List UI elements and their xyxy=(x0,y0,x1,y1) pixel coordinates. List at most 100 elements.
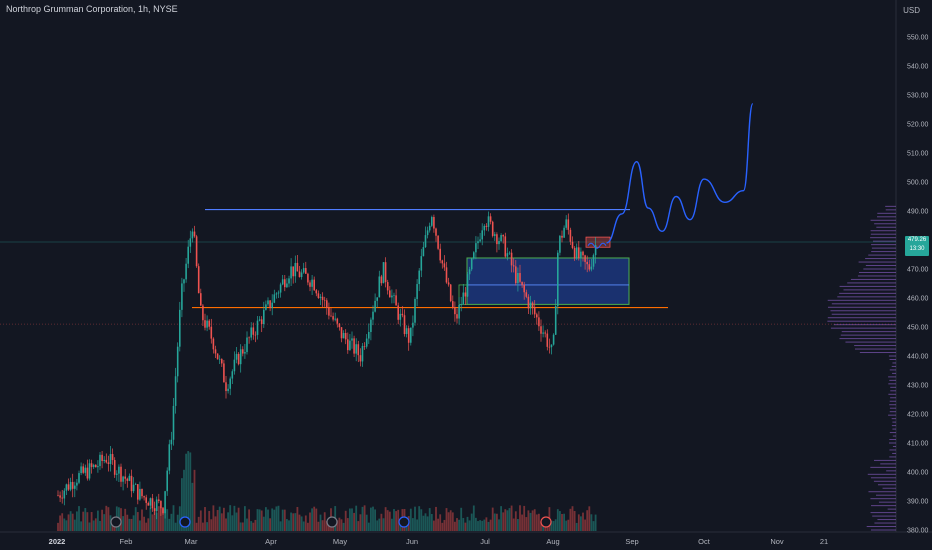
volume-bar xyxy=(155,512,158,531)
candle-body xyxy=(420,256,423,271)
event-marker[interactable] xyxy=(398,516,410,528)
candle-body xyxy=(527,296,530,309)
volume-bar xyxy=(565,520,568,531)
candle-body xyxy=(88,463,91,479)
volume-bar xyxy=(416,519,418,531)
candle-body xyxy=(416,284,418,300)
candle-body xyxy=(164,491,166,514)
profile-bar xyxy=(867,473,896,475)
volume-bar xyxy=(241,522,244,531)
volume-bar xyxy=(265,507,267,531)
profile-bar xyxy=(870,466,896,468)
candle-body xyxy=(454,307,456,315)
volume-bar xyxy=(262,516,265,531)
candle-body xyxy=(565,219,567,228)
volume-bar xyxy=(590,514,593,531)
candle-body xyxy=(374,300,376,312)
time-axis[interactable]: 2022 Feb Mar Apr May Jun Jul Aug Sep Oct Nov 21 xyxy=(49,537,829,546)
candle-body xyxy=(71,481,74,489)
candle-body xyxy=(246,337,248,353)
profile-bar xyxy=(887,508,896,510)
profile-bar xyxy=(889,407,896,409)
candle-body xyxy=(281,279,284,285)
volume-bar xyxy=(191,482,194,531)
profile-bar xyxy=(891,365,896,367)
profile-bar xyxy=(878,501,896,503)
volume-bar xyxy=(378,518,381,531)
profile-bar xyxy=(890,397,896,399)
candle-body xyxy=(536,314,538,318)
candle-body xyxy=(328,307,330,316)
event-marker[interactable] xyxy=(326,516,338,528)
candle-body xyxy=(298,271,301,278)
event-markers[interactable] xyxy=(110,516,552,528)
candle-body xyxy=(365,338,368,347)
profile-bar xyxy=(859,352,896,354)
candle-body xyxy=(221,359,223,364)
volume-bar xyxy=(160,507,162,531)
profile-bar xyxy=(888,376,896,378)
volume-bar xyxy=(521,514,523,531)
candle-body xyxy=(118,466,120,474)
candle-body xyxy=(158,499,160,501)
volume-bar xyxy=(523,505,526,531)
event-marker[interactable] xyxy=(540,516,552,528)
volume-bar xyxy=(338,517,341,531)
volume-bar xyxy=(220,513,223,531)
volume-bar xyxy=(126,514,129,531)
candle-body xyxy=(134,484,137,485)
volume-bar xyxy=(500,506,502,531)
volume-bar xyxy=(498,519,500,531)
candle-body xyxy=(580,251,582,259)
volume-bar xyxy=(462,517,465,531)
candle-body xyxy=(397,305,399,320)
volume-bar xyxy=(580,516,582,531)
profile-bar xyxy=(872,240,896,242)
candle-body xyxy=(386,282,389,291)
profile-bar xyxy=(880,463,896,465)
candle-body xyxy=(126,478,129,481)
volume-bar xyxy=(466,516,469,531)
candle-body xyxy=(227,388,229,392)
volume-bar xyxy=(355,505,358,531)
volume-bar xyxy=(550,520,553,531)
candle-body xyxy=(470,258,473,270)
candle-body xyxy=(166,470,168,492)
currency-label: USD xyxy=(903,6,920,15)
candle-body xyxy=(594,245,597,256)
price-tick-label: 520.00 xyxy=(907,122,929,129)
candle-body xyxy=(311,279,313,287)
candle-body xyxy=(57,495,59,496)
candle-body xyxy=(128,475,131,481)
volume-bar xyxy=(149,507,152,531)
profile-bar xyxy=(891,418,896,420)
volume-bar xyxy=(582,512,584,531)
candle-body xyxy=(395,295,397,306)
volume-profile xyxy=(827,205,896,531)
volume-bar xyxy=(139,520,141,531)
candle-body xyxy=(372,311,374,320)
volume-bar xyxy=(199,510,202,531)
volume-bar xyxy=(502,512,505,531)
event-marker[interactable] xyxy=(110,516,122,528)
candle-body xyxy=(105,459,108,463)
volume-bar xyxy=(309,512,311,531)
candle-body xyxy=(321,296,324,300)
forecast-squiggle xyxy=(587,242,607,249)
volume-bar xyxy=(325,521,328,531)
price-tick-label: 550.00 xyxy=(907,35,929,42)
event-marker[interactable] xyxy=(179,516,191,528)
profile-bar xyxy=(877,212,896,214)
candle-body xyxy=(538,317,540,327)
price-tick-label: 460.00 xyxy=(907,296,929,303)
profile-bar xyxy=(891,425,896,427)
profile-bar xyxy=(870,477,896,479)
profile-bar xyxy=(889,379,896,381)
time-tick-label: Sep xyxy=(625,537,638,546)
profile-bar xyxy=(847,282,896,284)
profile-bar xyxy=(833,324,896,326)
time-tick-label: Jun xyxy=(406,537,418,546)
volume-bar xyxy=(344,510,347,531)
volume-bar xyxy=(212,505,215,531)
